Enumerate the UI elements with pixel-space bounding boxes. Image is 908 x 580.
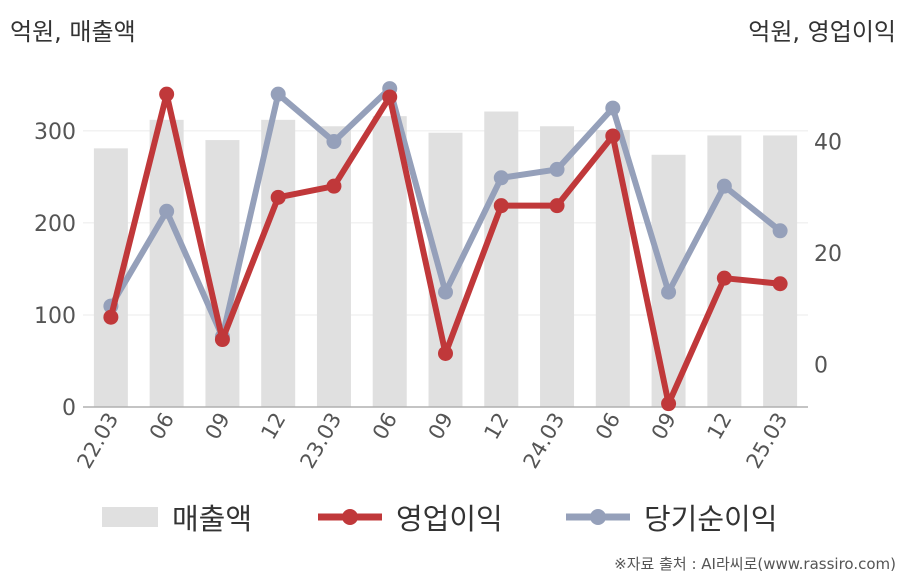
bar-revenue bbox=[149, 119, 184, 408]
point-operating-profit bbox=[326, 178, 342, 194]
legend-item-revenue: 매출액 bbox=[102, 492, 252, 542]
x-tick-label: 09 bbox=[647, 409, 681, 444]
x-tick-label: 12 bbox=[256, 409, 290, 444]
point-operating-profit bbox=[661, 396, 677, 412]
x-tick-label: 25.03 bbox=[742, 409, 793, 473]
x-tick-label: 23.03 bbox=[295, 409, 346, 473]
y-left-tick-label: 300 bbox=[34, 120, 76, 145]
x-tick-label: 06 bbox=[591, 409, 625, 444]
point-operating-profit bbox=[493, 198, 509, 214]
point-net-income bbox=[326, 134, 342, 150]
point-net-income bbox=[493, 170, 509, 186]
x-tick-label: 12 bbox=[703, 409, 737, 444]
point-operating-profit bbox=[438, 345, 453, 361]
x-tick-label: 22.03 bbox=[72, 409, 123, 473]
legend-bar-swatch bbox=[102, 507, 158, 527]
point-operating-profit bbox=[605, 128, 621, 144]
bar-revenue bbox=[484, 111, 519, 407]
legend-marker-operating bbox=[342, 509, 358, 525]
point-net-income bbox=[159, 203, 175, 219]
legend-label-revenue: 매출액 bbox=[172, 502, 253, 536]
bar-revenue bbox=[651, 154, 686, 407]
x-tick-label: 12 bbox=[479, 409, 513, 444]
y-right-tick-label: 0 bbox=[814, 354, 828, 379]
data-source-note: ※자료 출처 : AI라씨로(www.rassiro.com) bbox=[614, 555, 896, 573]
point-net-income bbox=[438, 284, 453, 300]
legend-bar-rect bbox=[102, 507, 158, 527]
point-operating-profit bbox=[214, 332, 230, 348]
point-net-income bbox=[605, 100, 621, 116]
legend-item-net-income: 당기순이익 bbox=[566, 492, 777, 542]
point-operating-profit bbox=[549, 198, 565, 214]
legend-marker-net bbox=[590, 509, 606, 525]
bar-revenue bbox=[763, 135, 798, 407]
point-operating-profit bbox=[716, 270, 732, 286]
point-operating-profit bbox=[159, 86, 175, 102]
legend-item-operating-profit: 영업이익 bbox=[318, 492, 503, 542]
point-net-income bbox=[661, 284, 677, 300]
x-tick-label: 09 bbox=[201, 409, 235, 444]
point-net-income bbox=[716, 178, 732, 194]
point-operating-profit bbox=[270, 189, 286, 205]
x-tick-label: 06 bbox=[368, 409, 402, 444]
point-net-income bbox=[772, 223, 788, 239]
legend-line-swatch-operating bbox=[318, 509, 382, 525]
bar-revenue bbox=[595, 129, 630, 407]
point-net-income bbox=[270, 86, 286, 102]
right-axis-unit: 억원, 영업이익 bbox=[748, 18, 896, 46]
x-tick-label: 06 bbox=[145, 409, 179, 444]
bar-revenue bbox=[205, 140, 240, 407]
left-axis-unit: 억원, 매출액 bbox=[10, 18, 136, 46]
legend-line-swatch-net bbox=[566, 509, 630, 525]
y-right-tick-label: 20 bbox=[814, 242, 842, 267]
y-right-tick-label: 40 bbox=[814, 131, 842, 156]
y-left-tick-label: 0 bbox=[62, 396, 76, 421]
point-operating-profit bbox=[103, 309, 119, 325]
point-net-income bbox=[549, 161, 565, 177]
point-operating-profit bbox=[382, 89, 398, 105]
bar-revenue bbox=[372, 116, 407, 408]
y-left-tick-label: 200 bbox=[34, 212, 76, 237]
y-left-tick-label: 100 bbox=[34, 304, 76, 329]
x-tick-label: 09 bbox=[424, 409, 458, 444]
x-tick-label: 24.03 bbox=[519, 409, 570, 473]
bar-revenue bbox=[261, 119, 296, 408]
legend-label-operating-profit: 영업이익 bbox=[396, 502, 503, 536]
chart-legend: 매출액 영업이익 당기순이익 bbox=[0, 492, 908, 542]
legend-label-net-income: 당기순이익 bbox=[644, 502, 778, 536]
point-operating-profit bbox=[772, 276, 788, 292]
